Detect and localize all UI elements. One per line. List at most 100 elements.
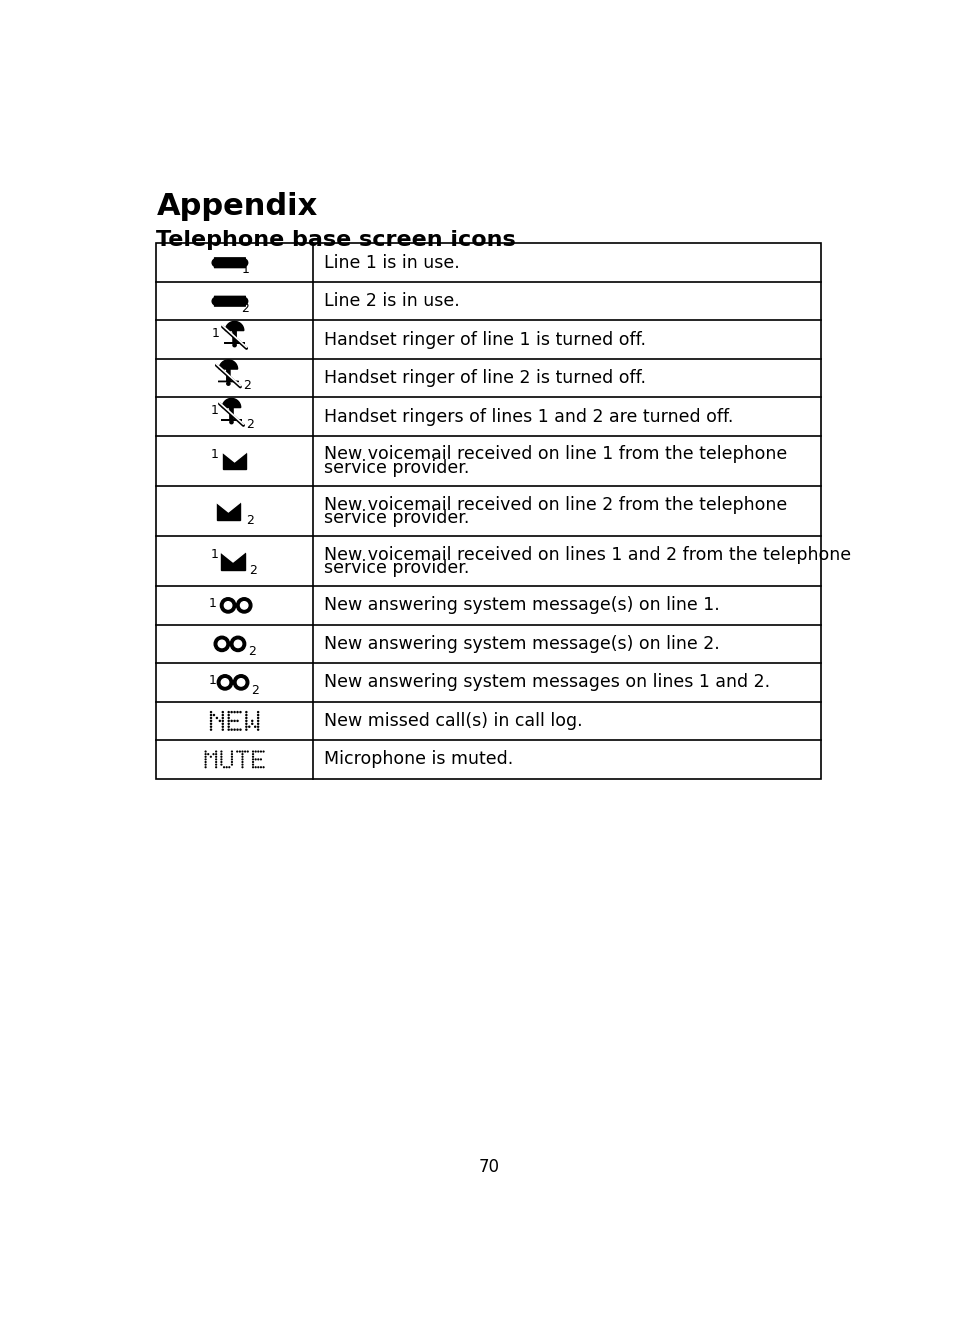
Circle shape — [245, 728, 248, 731]
Circle shape — [252, 766, 253, 768]
Text: 2: 2 — [243, 379, 251, 393]
Text: service provider.: service provider. — [323, 558, 469, 577]
Circle shape — [236, 728, 238, 731]
Circle shape — [221, 711, 224, 713]
Circle shape — [210, 720, 212, 723]
Circle shape — [241, 763, 243, 766]
Circle shape — [236, 720, 238, 723]
Circle shape — [214, 754, 217, 755]
Text: New voicemail received on lines 1 and 2 from the telephone: New voicemail received on lines 1 and 2 … — [323, 545, 850, 564]
Circle shape — [236, 711, 238, 713]
Circle shape — [256, 716, 259, 719]
Circle shape — [210, 713, 212, 716]
Circle shape — [210, 725, 212, 728]
Circle shape — [221, 720, 224, 723]
Circle shape — [210, 716, 212, 719]
Text: 2: 2 — [246, 418, 253, 432]
Text: 70: 70 — [477, 1158, 499, 1177]
Circle shape — [214, 762, 217, 763]
Circle shape — [262, 751, 264, 752]
Text: Appendix: Appendix — [156, 192, 317, 220]
Circle shape — [241, 751, 243, 752]
Circle shape — [241, 762, 243, 763]
Circle shape — [227, 723, 230, 725]
Circle shape — [231, 756, 233, 758]
Circle shape — [218, 720, 221, 723]
Circle shape — [230, 636, 246, 652]
Circle shape — [220, 754, 222, 755]
Polygon shape — [223, 453, 246, 462]
Circle shape — [252, 754, 253, 755]
Circle shape — [245, 713, 248, 716]
Circle shape — [256, 713, 259, 716]
Circle shape — [245, 716, 248, 719]
Circle shape — [233, 343, 236, 347]
Polygon shape — [221, 553, 244, 562]
Circle shape — [252, 759, 253, 760]
Circle shape — [245, 711, 248, 713]
Text: New answering system messages on lines 1 and 2.: New answering system messages on lines 1… — [323, 673, 769, 692]
Text: 1: 1 — [209, 675, 216, 687]
Circle shape — [248, 725, 251, 728]
Polygon shape — [224, 322, 245, 343]
Circle shape — [259, 751, 262, 752]
Circle shape — [231, 728, 233, 731]
Text: 1: 1 — [211, 549, 218, 561]
Circle shape — [256, 723, 259, 725]
Text: 1: 1 — [212, 327, 220, 341]
Circle shape — [204, 756, 207, 758]
Circle shape — [227, 711, 230, 713]
Circle shape — [213, 754, 214, 755]
Circle shape — [231, 759, 233, 760]
Circle shape — [220, 751, 222, 752]
Circle shape — [252, 763, 253, 766]
Circle shape — [204, 759, 207, 760]
Text: 2: 2 — [249, 564, 257, 577]
Circle shape — [253, 725, 256, 728]
Circle shape — [256, 725, 259, 728]
Circle shape — [251, 720, 253, 723]
Circle shape — [220, 759, 222, 760]
FancyBboxPatch shape — [214, 297, 245, 306]
Circle shape — [214, 759, 217, 760]
Circle shape — [262, 766, 264, 768]
Polygon shape — [221, 398, 241, 420]
Circle shape — [257, 759, 259, 760]
Polygon shape — [223, 453, 246, 469]
FancyBboxPatch shape — [214, 258, 245, 267]
Circle shape — [234, 640, 241, 648]
Text: 2: 2 — [246, 514, 253, 526]
Text: service provider.: service provider. — [323, 509, 469, 526]
Circle shape — [233, 728, 235, 731]
Circle shape — [231, 763, 233, 766]
Text: 1: 1 — [211, 403, 218, 417]
Circle shape — [241, 754, 243, 755]
Circle shape — [221, 713, 224, 716]
Circle shape — [235, 751, 238, 752]
Text: New answering system message(s) on line 2.: New answering system message(s) on line … — [323, 635, 719, 653]
Circle shape — [204, 754, 207, 755]
Circle shape — [259, 759, 262, 760]
Circle shape — [231, 762, 233, 763]
Circle shape — [254, 751, 256, 752]
Text: 2: 2 — [248, 645, 255, 659]
Circle shape — [241, 766, 243, 768]
Circle shape — [256, 728, 259, 731]
Circle shape — [244, 751, 246, 752]
Circle shape — [227, 382, 230, 385]
Circle shape — [221, 679, 229, 687]
Text: Line 1 is in use.: Line 1 is in use. — [323, 254, 458, 271]
Circle shape — [254, 766, 256, 768]
Circle shape — [239, 711, 241, 713]
Text: Telephone base screen icons: Telephone base screen icons — [156, 230, 516, 250]
Circle shape — [227, 713, 230, 716]
Text: 2: 2 — [241, 302, 249, 315]
Circle shape — [214, 756, 217, 758]
Circle shape — [220, 597, 235, 613]
Circle shape — [241, 759, 243, 760]
Circle shape — [213, 713, 215, 716]
Circle shape — [214, 763, 217, 766]
Circle shape — [236, 597, 252, 613]
Circle shape — [210, 728, 212, 731]
Circle shape — [227, 720, 230, 723]
